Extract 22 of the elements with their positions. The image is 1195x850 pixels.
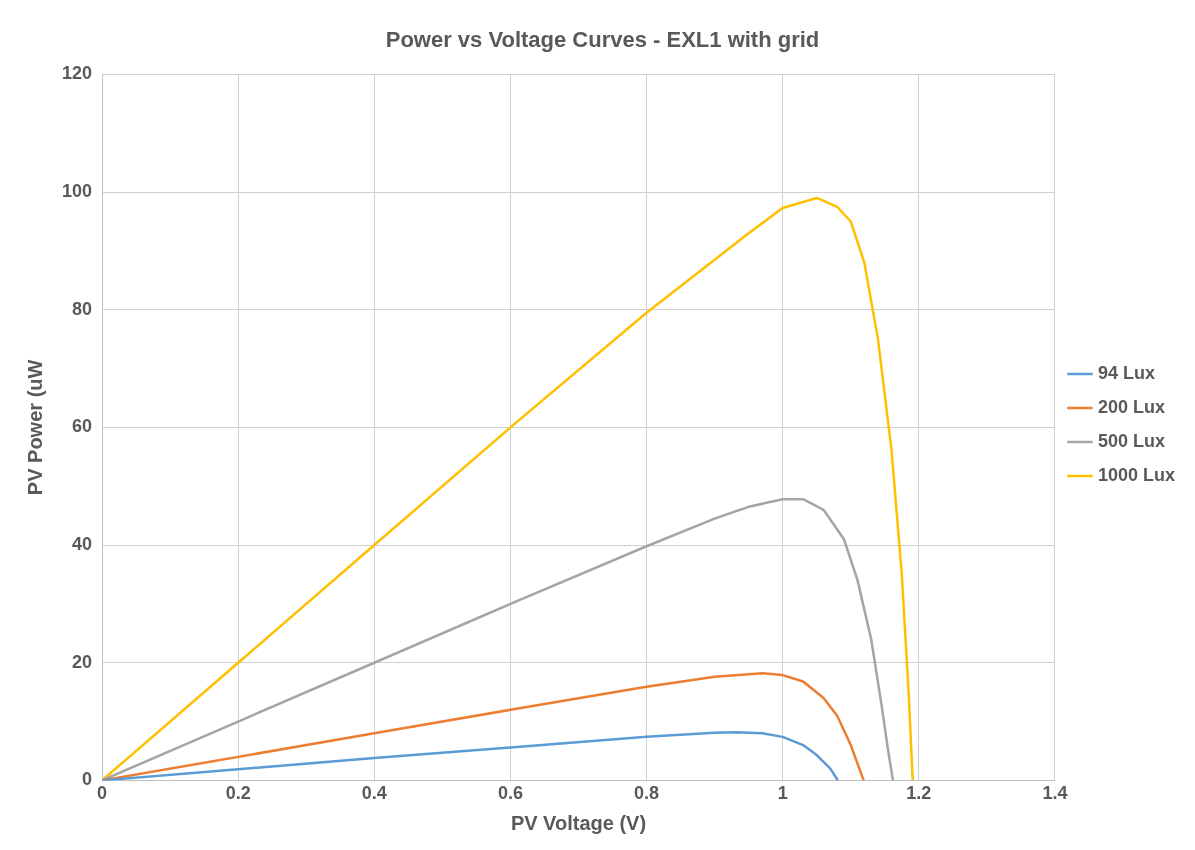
x-tick-label: 0.4 <box>361 783 387 804</box>
x-tick-label: 0 <box>97 783 108 804</box>
legend-label: 500 Lux <box>1097 430 1165 451</box>
legend-label: 94 Lux <box>1097 362 1155 383</box>
x-tick-label: 0.6 <box>497 783 523 804</box>
x-tick-label: 0.8 <box>634 783 660 804</box>
y-axis-title: PV Power (uW <box>23 359 46 496</box>
y-tick-label: 120 <box>61 63 93 84</box>
chart-title: Power vs Voltage Curves - EXL1 with grid <box>385 27 820 53</box>
x-axis-title: PV Voltage (V) <box>510 811 647 834</box>
legend-label: 1000 Lux <box>1097 464 1175 485</box>
y-tick-label: 80 <box>72 298 93 319</box>
x-tick-label: 1.2 <box>906 783 932 804</box>
legend-label: 200 Lux <box>1097 396 1165 417</box>
y-tick-label: 20 <box>72 651 93 672</box>
y-tick-label: 60 <box>72 416 93 437</box>
x-tick-label: 1 <box>777 783 788 804</box>
x-tick-label: 0.2 <box>225 783 251 804</box>
x-tick-label: 1.4 <box>1042 783 1068 804</box>
y-tick-label: 40 <box>72 534 93 555</box>
y-tick-label: 100 <box>61 181 93 202</box>
y-tick-label: 0 <box>82 769 93 790</box>
